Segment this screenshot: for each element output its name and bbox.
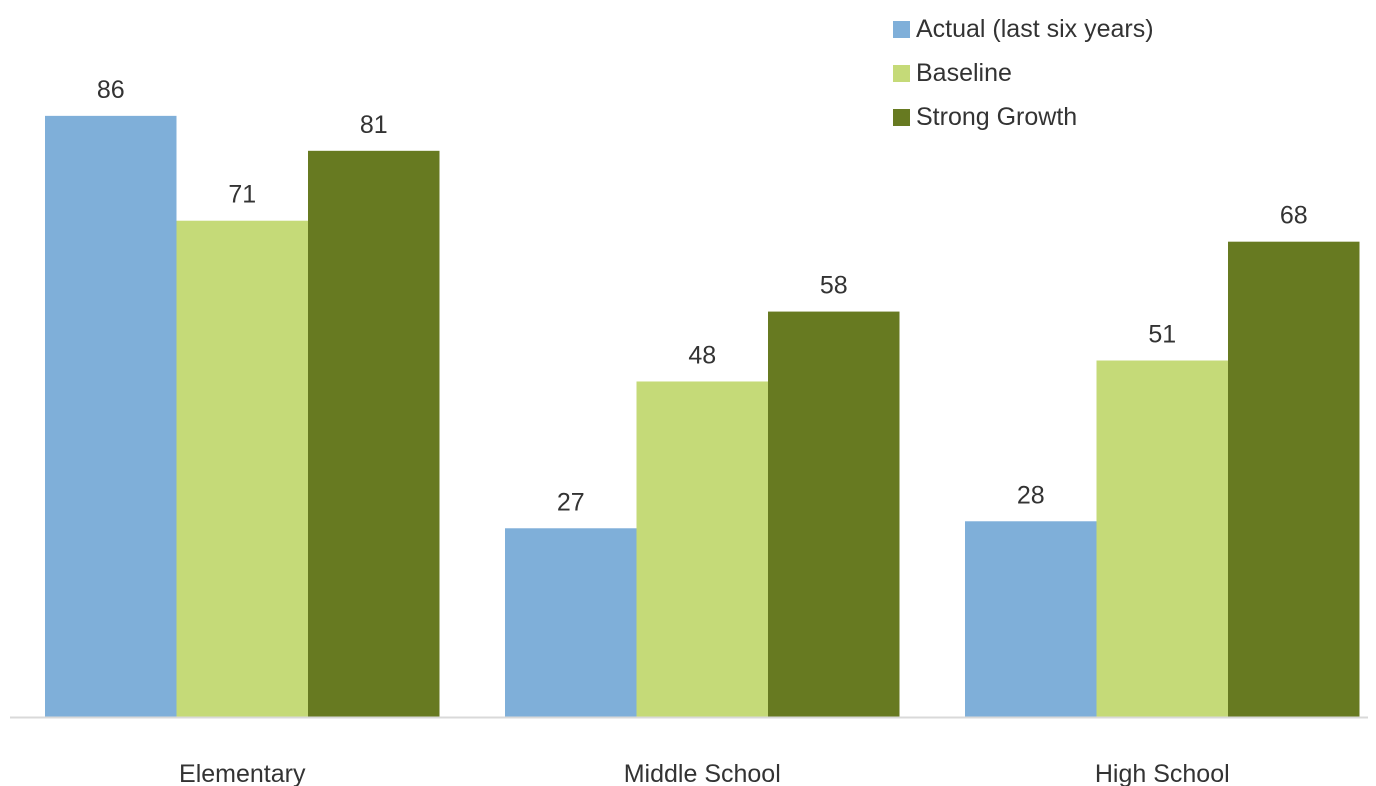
legend-swatch-strong-growth <box>893 108 910 126</box>
data-labels-layer: 86 71 81 27 48 58 28 51 68 <box>97 76 1308 516</box>
data-label-middle-school-strong-growth: 58 <box>820 272 848 300</box>
legend-label-strong-growth: Strong Growth <box>916 102 1078 131</box>
data-label-elementary-actual-last-six-years: 86 <box>97 76 125 104</box>
legend-item-baseline: Baseline <box>893 51 1363 95</box>
bar-high-school-baseline <box>1096 360 1228 717</box>
data-label-high-school-strong-growth: 68 <box>1280 202 1308 230</box>
legend-swatch-actual <box>893 20 910 38</box>
bars-layer <box>45 115 1360 718</box>
category-label-middle-school: Middle School <box>624 760 781 786</box>
category-labels-layer: Elementary Middle School High School <box>179 760 1230 786</box>
bar-elementary-baseline <box>176 220 308 717</box>
data-label-elementary-baseline: 71 <box>228 181 256 209</box>
data-label-middle-school-actual-last-six-years: 27 <box>557 488 585 516</box>
legend-swatch-baseline <box>893 64 910 82</box>
legend-item-actual: Actual (last six years) <box>893 7 1363 51</box>
legend-label-baseline: Baseline <box>916 58 1012 87</box>
data-label-high-school-actual-last-six-years: 28 <box>1017 481 1045 509</box>
bar-high-school-strong-growth <box>1228 241 1360 717</box>
category-label-high-school: High School <box>1095 760 1230 786</box>
legend-item-strong-growth: Strong Growth <box>893 95 1363 139</box>
data-label-middle-school-baseline: 48 <box>688 341 716 369</box>
bar-middle-school-baseline <box>636 381 768 717</box>
legend-label-actual: Actual (last six years) <box>916 14 1154 43</box>
bar-elementary-strong-growth <box>308 150 440 717</box>
bar-middle-school-strong-growth <box>768 311 900 717</box>
category-label-elementary: Elementary <box>179 760 306 786</box>
bar-middle-school-actual-last-six-years <box>505 528 637 717</box>
data-label-elementary-strong-growth: 81 <box>360 111 388 139</box>
legend: Actual (last six years) Baseline Strong … <box>893 7 1363 139</box>
data-label-high-school-baseline: 51 <box>1148 321 1176 349</box>
bar-elementary-actual-last-six-years <box>45 115 177 718</box>
bar-high-school-actual-last-six-years <box>965 521 1097 717</box>
